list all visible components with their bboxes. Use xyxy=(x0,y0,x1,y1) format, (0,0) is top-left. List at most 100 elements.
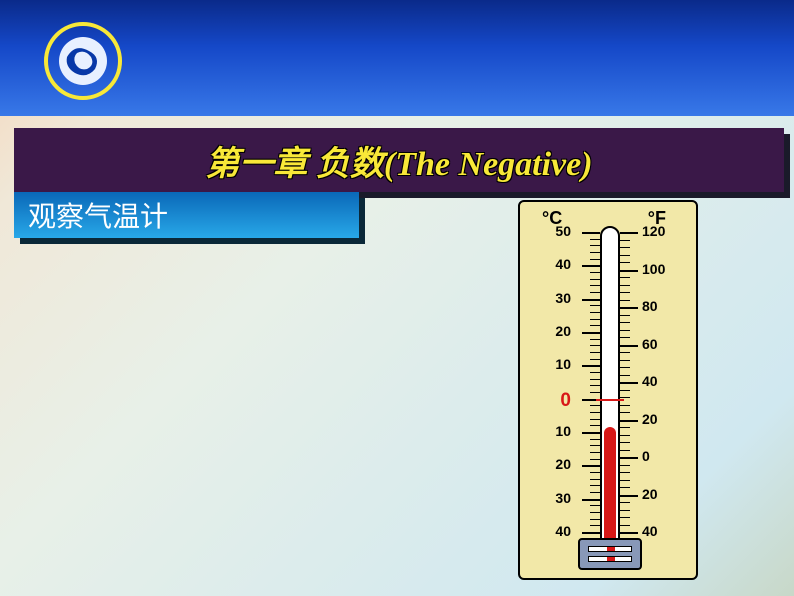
celsius-minor-tick xyxy=(590,419,600,420)
celsius-label-value: 40 xyxy=(555,523,571,539)
fahrenheit-minor-tick xyxy=(620,240,630,241)
fahrenheit-minor-tick xyxy=(620,360,630,361)
celsius-minor-tick xyxy=(590,379,600,380)
celsius-minor-tick xyxy=(590,519,600,520)
celsius-minor-tick xyxy=(590,312,600,313)
fahrenheit-minor-tick xyxy=(620,397,630,398)
celsius-tick xyxy=(582,299,600,301)
celsius-minor-tick xyxy=(590,252,600,253)
fahrenheit-label-value: 80 xyxy=(642,298,658,314)
fahrenheit-label-value: 20 xyxy=(642,486,658,502)
fahrenheit-label-value: 40 xyxy=(642,523,658,539)
fahrenheit-label-value: 20 xyxy=(642,411,658,427)
celsius-minor-tick xyxy=(590,359,600,360)
fahrenheit-tick xyxy=(620,232,638,234)
celsius-minor-tick xyxy=(590,352,600,353)
celsius-minor-tick xyxy=(590,412,600,413)
fahrenheit-minor-tick xyxy=(620,502,630,503)
fahrenheit-minor-tick xyxy=(620,435,630,436)
fahrenheit-minor-tick xyxy=(620,442,630,443)
fahrenheit-minor-tick xyxy=(620,255,630,256)
celsius-tick xyxy=(582,499,600,501)
celsius-tick xyxy=(582,265,600,267)
celsius-minor-tick xyxy=(590,525,600,526)
fahrenheit-minor-tick xyxy=(620,262,630,263)
celsius-minor-tick xyxy=(590,372,600,373)
celsius-minor-tick xyxy=(590,279,600,280)
celsius-minor-tick xyxy=(590,405,600,406)
fahrenheit-tick xyxy=(620,532,638,534)
chapter-title: 第一章 负数(The Negative) xyxy=(205,136,592,185)
fahrenheit-minor-tick xyxy=(620,412,630,413)
celsius-minor-tick xyxy=(590,485,600,486)
fahrenheit-tick xyxy=(620,345,638,347)
fahrenheit-label-value: 100 xyxy=(642,261,665,277)
fahrenheit-minor-tick xyxy=(620,427,630,428)
celsius-minor-tick xyxy=(590,439,600,440)
thermometer-tube xyxy=(600,226,620,542)
celsius-minor-tick xyxy=(590,479,600,480)
fahrenheit-minor-tick xyxy=(620,352,630,353)
celsius-minor-tick xyxy=(590,325,600,326)
fahrenheit-minor-tick xyxy=(620,450,630,451)
celsius-label-value: 30 xyxy=(555,290,571,306)
celsius-minor-tick xyxy=(590,385,600,386)
celsius-label-value: 50 xyxy=(555,223,571,239)
fahrenheit-minor-tick xyxy=(620,390,630,391)
fahrenheit-label-value: 120 xyxy=(642,223,665,239)
fahrenheit-minor-tick xyxy=(620,472,630,473)
celsius-tick xyxy=(582,365,600,367)
fahrenheit-minor-tick xyxy=(620,322,630,323)
celsius-tick xyxy=(582,232,600,234)
subtitle-text: 观察气温计 xyxy=(28,195,168,235)
fahrenheit-minor-tick xyxy=(620,480,630,481)
celsius-minor-tick xyxy=(590,459,600,460)
fahrenheit-minor-tick xyxy=(620,285,630,286)
fahrenheit-minor-tick xyxy=(620,510,630,511)
fahrenheit-minor-tick xyxy=(620,367,630,368)
celsius-label-value: 10 xyxy=(555,423,571,439)
mercury-column xyxy=(604,427,616,540)
title-front: 第一章 负数(The Negative) xyxy=(14,128,784,192)
fahrenheit-minor-tick xyxy=(620,517,630,518)
fahrenheit-tick xyxy=(620,495,638,497)
zero-line xyxy=(596,399,624,401)
fahrenheit-tick xyxy=(620,307,638,309)
celsius-minor-tick xyxy=(590,259,600,260)
celsius-minor-tick xyxy=(590,505,600,506)
celsius-label-value: 40 xyxy=(555,256,571,272)
celsius-tick xyxy=(582,432,600,434)
fahrenheit-minor-tick xyxy=(620,300,630,301)
celsius-zero-label: 0 xyxy=(560,390,571,412)
fahrenheit-label-value: 0 xyxy=(642,448,650,464)
celsius-minor-tick xyxy=(590,272,600,273)
fahrenheit-minor-tick xyxy=(620,465,630,466)
chapter-title-bar: 第一章 负数(The Negative) xyxy=(14,128,784,192)
fahrenheit-minor-tick xyxy=(620,487,630,488)
celsius-minor-tick xyxy=(590,425,600,426)
celsius-minor-tick xyxy=(590,305,600,306)
celsius-label-value: 20 xyxy=(555,323,571,339)
celsius-minor-tick xyxy=(590,245,600,246)
fahrenheit-minor-tick xyxy=(620,375,630,376)
celsius-label-value: 30 xyxy=(555,490,571,506)
celsius-minor-tick xyxy=(590,292,600,293)
fahrenheit-tick xyxy=(620,382,638,384)
fahrenheit-tick xyxy=(620,420,638,422)
fahrenheit-tick xyxy=(620,270,638,272)
celsius-minor-tick xyxy=(590,445,600,446)
thermometer: °C °F 5040302010010203040120100806040200… xyxy=(518,200,698,580)
celsius-minor-tick xyxy=(590,452,600,453)
celsius-minor-tick xyxy=(590,392,600,393)
celsius-tick xyxy=(582,332,600,334)
celsius-minor-tick xyxy=(590,285,600,286)
celsius-tick xyxy=(582,465,600,467)
fahrenheit-minor-tick xyxy=(620,277,630,278)
header-bar xyxy=(0,0,794,116)
subtitle-bar: 观察气温计 xyxy=(14,192,359,238)
fahrenheit-label-value: 60 xyxy=(642,336,658,352)
fahrenheit-minor-tick xyxy=(620,315,630,316)
thermometer-base xyxy=(578,538,642,570)
celsius-minor-tick xyxy=(590,339,600,340)
base-slot-icon xyxy=(588,546,632,552)
